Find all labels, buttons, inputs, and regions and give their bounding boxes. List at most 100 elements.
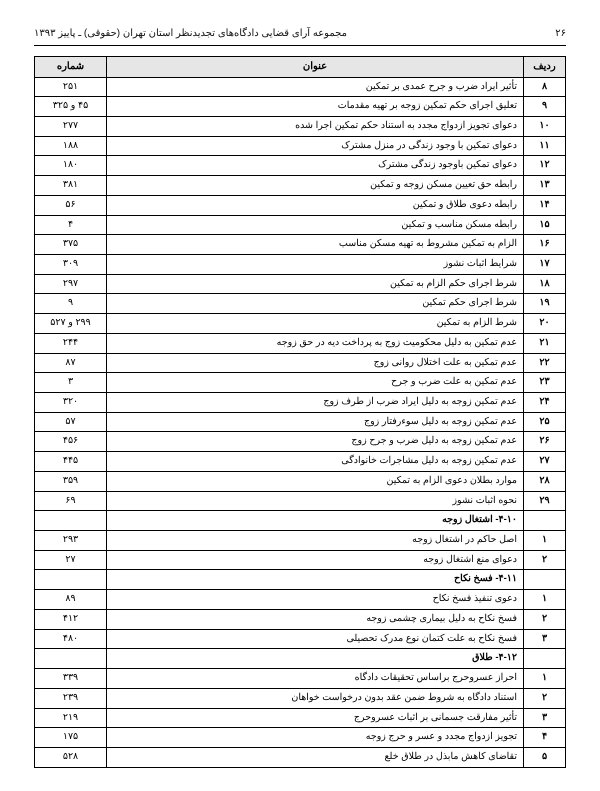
table-row: ۲۴عدم تمکین زوجه به دلیل ایراد ضرب از طر… <box>35 393 566 413</box>
table-row: ۵تقاضای کاهش مابذل در طلاق خلع۵۲۸ <box>35 747 566 767</box>
cell-page-no: ۸۹ <box>35 590 107 610</box>
cell-row-no: ۱ <box>524 531 566 551</box>
table-row: ۱دعوی تنفیذ فسخ نکاح۸۹ <box>35 590 566 610</box>
cell-row-no: ۲ <box>524 550 566 570</box>
table-row: ۱۹شرط اجرای حکم تمکین۹ <box>35 294 566 314</box>
cell-row-no: ۲۹ <box>524 491 566 511</box>
table-row: ۱۳رابطه حق تعیین مسکن زوجه و تمکین۳۸۱ <box>35 176 566 196</box>
cell-title: فسخ نکاح به علت کتمان نوع مدرک تحصیلی <box>107 629 524 649</box>
cell-page-no: ۴۵ و ۳۲۵ <box>35 97 107 117</box>
cell-row-no: ۱۷ <box>524 254 566 274</box>
cell-row-no: ۳ <box>524 629 566 649</box>
cell-row-no: ۱ <box>524 669 566 689</box>
cell-row-no <box>524 511 566 531</box>
cell-page-no: ۴۸۰ <box>35 629 107 649</box>
cell-row-no: ۱۰ <box>524 116 566 136</box>
table-row: ۱۲دعوای تمکین باوجود زندگی مشترک۱۸۰ <box>35 156 566 176</box>
cell-row-no: ۱۵ <box>524 215 566 235</box>
cell-page-no: ۴ <box>35 215 107 235</box>
cell-page-no: ۲۱۹ <box>35 708 107 728</box>
cell-title: تقاضای کاهش مابذل در طلاق خلع <box>107 747 524 767</box>
cell-page-no: ۴۱۲ <box>35 609 107 629</box>
table-row: ۲۱عدم تمکین به دلیل محکومیت زوج به پرداخ… <box>35 333 566 353</box>
page-number: ۲۶ <box>555 28 566 39</box>
cell-row-no: ۱۸ <box>524 274 566 294</box>
cell-page-no: ۲۹۹ و ۵۲۷ <box>35 314 107 334</box>
table-row: ۲۹نحوه اثبات نشوز۶۹ <box>35 491 566 511</box>
cell-page-no: ۲۴۴ <box>35 333 107 353</box>
cell-title: ۴-۱۲- طلاق <box>107 649 524 669</box>
cell-page-no: ۵۲۸ <box>35 747 107 767</box>
cell-title: شرط اجرای حکم الزام به تمکین <box>107 274 524 294</box>
table-row: ۱۴رابطه دعوی طلاق و تمکین۵۶ <box>35 195 566 215</box>
table-row: ۱۷شرایط اثبات نشوز۳۰۹ <box>35 254 566 274</box>
table-row: ۲دعوای منع اشتغال زوجه۲۷ <box>35 550 566 570</box>
table-row: ۲۰شرط الزام به تمکین۲۹۹ و ۵۲۷ <box>35 314 566 334</box>
cell-row-no: ۲۱ <box>524 333 566 353</box>
cell-page-no <box>35 570 107 590</box>
cell-page-no: ۵۶ <box>35 195 107 215</box>
cell-title: اصل حاکم در اشتغال زوجه <box>107 531 524 551</box>
cell-page-no: ۴۵۶ <box>35 432 107 452</box>
table-section-row: ۴-۱۲- طلاق <box>35 649 566 669</box>
table-row: ۳تأثیر مفارقت جسمانی بر اثبات عسروحرج۲۱۹ <box>35 708 566 728</box>
cell-page-no: ۴۴۵ <box>35 452 107 472</box>
table-row: ۲۷عدم تمکین زوجه به دلیل مشاجرات خانوادگ… <box>35 452 566 472</box>
cell-row-no: ۹ <box>524 97 566 117</box>
cell-title: شرط الزام به تمکین <box>107 314 524 334</box>
cell-page-no: ۱۸۸ <box>35 136 107 156</box>
cell-title: دعوای تجویز ازدواج مجدد به استناد حکم تم… <box>107 116 524 136</box>
table-row: ۲۲عدم تمکین به علت اختلال روانی زوج۸۷ <box>35 353 566 373</box>
cell-row-no: ۲۰ <box>524 314 566 334</box>
cell-page-no: ۳۳۹ <box>35 669 107 689</box>
cell-page-no: ۲۵۱ <box>35 77 107 97</box>
table-row: ۱۵رابطه مسکن مناسب و تمکین۴ <box>35 215 566 235</box>
cell-row-no: ۱۹ <box>524 294 566 314</box>
table-row: ۲۵عدم تمکین زوجه به دلیل سوءرفتار زوج۵۷ <box>35 412 566 432</box>
cell-title: تأثیر ایراد ضرب و جرح عمدی بر تمکین <box>107 77 524 97</box>
table-row: ۱۱دعوای تمکین با وجود زندگی در منزل مشتر… <box>35 136 566 156</box>
cell-page-no <box>35 649 107 669</box>
cell-page-no: ۹ <box>35 294 107 314</box>
cell-page-no: ۲۷ <box>35 550 107 570</box>
cell-row-no <box>524 570 566 590</box>
cell-row-no: ۲۶ <box>524 432 566 452</box>
cell-page-no: ۱۷۵ <box>35 728 107 748</box>
cell-page-no: ۳ <box>35 373 107 393</box>
cell-row-no: ۱۴ <box>524 195 566 215</box>
cell-title: دعوی تنفیذ فسخ نکاح <box>107 590 524 610</box>
cell-page-no: ۳۷۵ <box>35 235 107 255</box>
cell-page-no <box>35 511 107 531</box>
cell-title: دعوای منع اشتغال زوجه <box>107 550 524 570</box>
cell-page-no: ۵۷ <box>35 412 107 432</box>
cell-page-no: ۲۹۳ <box>35 531 107 551</box>
cell-row-no: ۲۳ <box>524 373 566 393</box>
header-rule <box>34 45 566 46</box>
table-section-row: ۴-۱۰- اشتغال زوجه <box>35 511 566 531</box>
cell-title: شرایط اثبات نشوز <box>107 254 524 274</box>
cell-title: استناد دادگاه به شروط ضمن عقد بدون درخوا… <box>107 688 524 708</box>
table-row: ۲۶عدم تمکین زوجه به دلیل ضرب و جرح زوج۴۵… <box>35 432 566 452</box>
cell-title: عدم تمکین به دلیل محکومیت زوج به پرداخت … <box>107 333 524 353</box>
table-row: ۸تأثیر ایراد ضرب و جرح عمدی بر تمکین۲۵۱ <box>35 77 566 97</box>
table-header-row: ردیف عنوان شماره <box>35 57 566 78</box>
cell-row-no: ۲۵ <box>524 412 566 432</box>
cell-title: عدم تمکین زوجه به دلیل ضرب و جرح زوج <box>107 432 524 452</box>
table-section-row: ۴-۱۱- فسخ نکاح <box>35 570 566 590</box>
table-row: ۴تجویز ازدواج مجدد و عسر و حرج زوجه۱۷۵ <box>35 728 566 748</box>
table-row: ۳فسخ نکاح به علت کتمان نوع مدرک تحصیلی۴۸… <box>35 629 566 649</box>
cell-page-no: ۲۹۷ <box>35 274 107 294</box>
cell-title: شرط اجرای حکم تمکین <box>107 294 524 314</box>
cell-title: عدم تمکین به علت اختلال روانی زوج <box>107 353 524 373</box>
cell-title: رابطه مسکن مناسب و تمکین <box>107 215 524 235</box>
cell-row-no: ۲۴ <box>524 393 566 413</box>
col-page: شماره <box>35 57 107 78</box>
cell-row-no: ۲ <box>524 688 566 708</box>
col-title: عنوان <box>107 57 524 78</box>
cell-row-no: ۵ <box>524 747 566 767</box>
cell-page-no: ۳۲۰ <box>35 393 107 413</box>
cell-title: رابطه دعوی طلاق و تمکین <box>107 195 524 215</box>
cell-page-no: ۳۰۹ <box>35 254 107 274</box>
table-row: ۱احراز عسروحرج براساس تحقیقات دادگاه۳۳۹ <box>35 669 566 689</box>
cell-title: ۴-۱۱- فسخ نکاح <box>107 570 524 590</box>
